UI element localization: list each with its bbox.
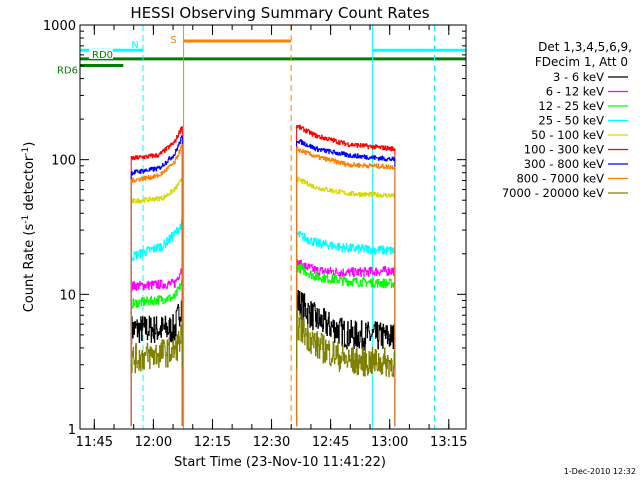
flag-label: S <box>170 35 176 46</box>
legend-entry-label: 100 - 300 keV <box>524 143 604 157</box>
legend-entry-label: 50 - 100 keV <box>531 128 604 142</box>
y-tick-label: 10 <box>59 288 76 303</box>
series-line <box>130 126 183 427</box>
y-axis-label: Count Rate (s-1 detector-1) <box>21 142 37 313</box>
x-tick-label: 11:45 <box>76 435 113 450</box>
series-line <box>130 268 183 369</box>
y-tick-label: 1000 <box>43 19 76 34</box>
legend-entry-label: 800 - 7000 keV <box>516 172 604 186</box>
x-tick-label: 12:45 <box>312 435 349 450</box>
y-tick-label: 1 <box>68 423 76 438</box>
series-line <box>130 219 183 427</box>
flag-label: RD0 <box>92 50 113 61</box>
series-lines <box>130 124 396 427</box>
chart-title: HESSI Observing Summary Count Rates <box>130 4 429 22</box>
x-tick-label: 12:00 <box>135 435 172 450</box>
series-line <box>296 310 396 378</box>
x-axis: 11:45 12:00 12:15 12:30 12:45 13:00 13:15 <box>76 25 468 450</box>
legend-entry-label: 25 - 50 keV <box>538 114 604 128</box>
legend-entry-label: 6 - 12 keV <box>546 85 604 99</box>
x-tick-label: 12:30 <box>253 435 290 450</box>
series-line <box>130 135 183 427</box>
legend-header-decimation: FDecim 1, Att 0 <box>535 55 628 69</box>
legend-entry-label: 3 - 6 keV <box>553 70 604 84</box>
series-line <box>296 231 396 427</box>
footer-date: 1-Dec-2010 12:32 <box>564 467 636 476</box>
series-line <box>296 264 396 369</box>
legend-entry-label: 7000 - 20000 keV <box>502 186 604 200</box>
legend: Det 1,3,4,5,6,9, FDecim 1, Att 0 3 - 6 k… <box>502 40 632 200</box>
series-line <box>296 124 396 427</box>
series-line <box>130 178 183 427</box>
series-line <box>296 290 396 369</box>
series-line <box>130 322 183 374</box>
series-line <box>296 176 396 427</box>
x-tick-label: 12:15 <box>194 435 231 450</box>
y-axis: 1 10 100 1000 <box>43 19 466 438</box>
series-line <box>296 139 396 427</box>
x-tick-label: 13:15 <box>430 435 467 450</box>
series-line <box>296 259 396 369</box>
flag-bars: N S RD0 RD6 <box>57 35 466 77</box>
y-tick-label: 100 <box>51 154 76 169</box>
flag-label: RD6 <box>57 66 78 77</box>
legend-header-detectors: Det 1,3,4,5,6,9, <box>538 40 632 54</box>
series-line <box>130 279 183 369</box>
x-axis-label: Start Time (23-Nov-10 11:41:22) <box>174 455 386 470</box>
plot-frame <box>79 24 467 430</box>
plot-area: N S RD0 RD6 1 10 100 1000 11:45 12:00 12:15 12:30… <box>43 19 468 450</box>
series-line <box>130 143 183 427</box>
legend-entry-label: 300 - 800 keV <box>524 157 604 171</box>
flag-label-bg <box>89 48 113 59</box>
x-tick-label: 13:00 <box>371 435 408 450</box>
series-line <box>296 146 396 427</box>
legend-entry-label: 12 - 25 keV <box>538 99 604 113</box>
flag-label: N <box>131 40 138 51</box>
series-line <box>130 293 183 369</box>
